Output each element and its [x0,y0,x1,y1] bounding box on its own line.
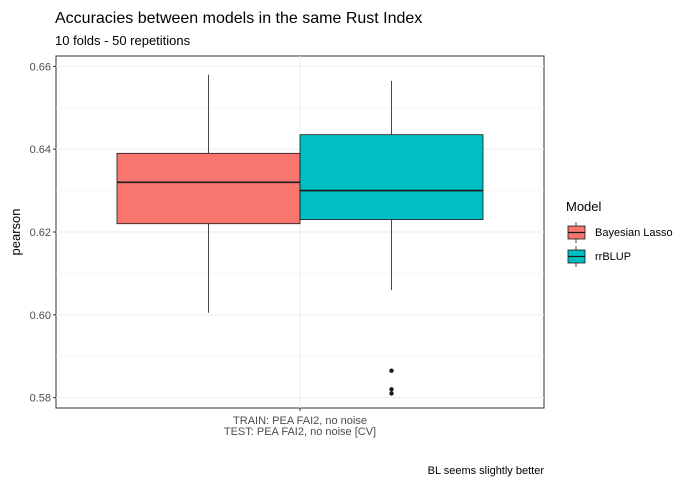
legend-item-bayesian-lasso: Bayesian Lasso [567,222,673,243]
box-series [116,74,484,396]
x-tick-label: TEST: PEA FAI2, no noise [CV] [224,426,376,438]
outlier-point [389,368,394,373]
legend-item-rrblup: rrBLUP [567,246,631,267]
chart-subtitle: 10 folds - 50 repetitions [55,33,191,48]
y-tick-label: 0.58 [30,393,51,405]
outlier-point [389,391,394,396]
box-rrblup [299,80,484,396]
y-tick-label: 0.60 [30,310,51,322]
legend-label: rrBLUP [595,251,631,263]
box-body [116,152,301,225]
chart-title: Accuracies between models in the same Ru… [55,10,422,27]
legend-title: Model [566,199,602,214]
y-tick-label: 0.64 [30,144,51,156]
box-body [299,134,484,220]
chart-caption: BL seems slightly better [428,465,545,477]
y-axis-title: pearson [8,209,23,256]
outlier-point [389,387,394,392]
x-tick-label: TRAIN: PEA FAI2, no noise [233,415,367,427]
y-tick-label: 0.62 [30,227,51,239]
y-tick-label: 0.66 [30,61,51,73]
legend-label: Bayesian Lasso [595,227,673,239]
grid-lines [56,56,544,408]
legend: Model Bayesian Lasso rrBLUP [566,199,673,267]
y-axis: 0.58 0.60 0.62 0.64 0.66 [30,61,56,405]
box-bayesian-lasso [116,74,301,313]
